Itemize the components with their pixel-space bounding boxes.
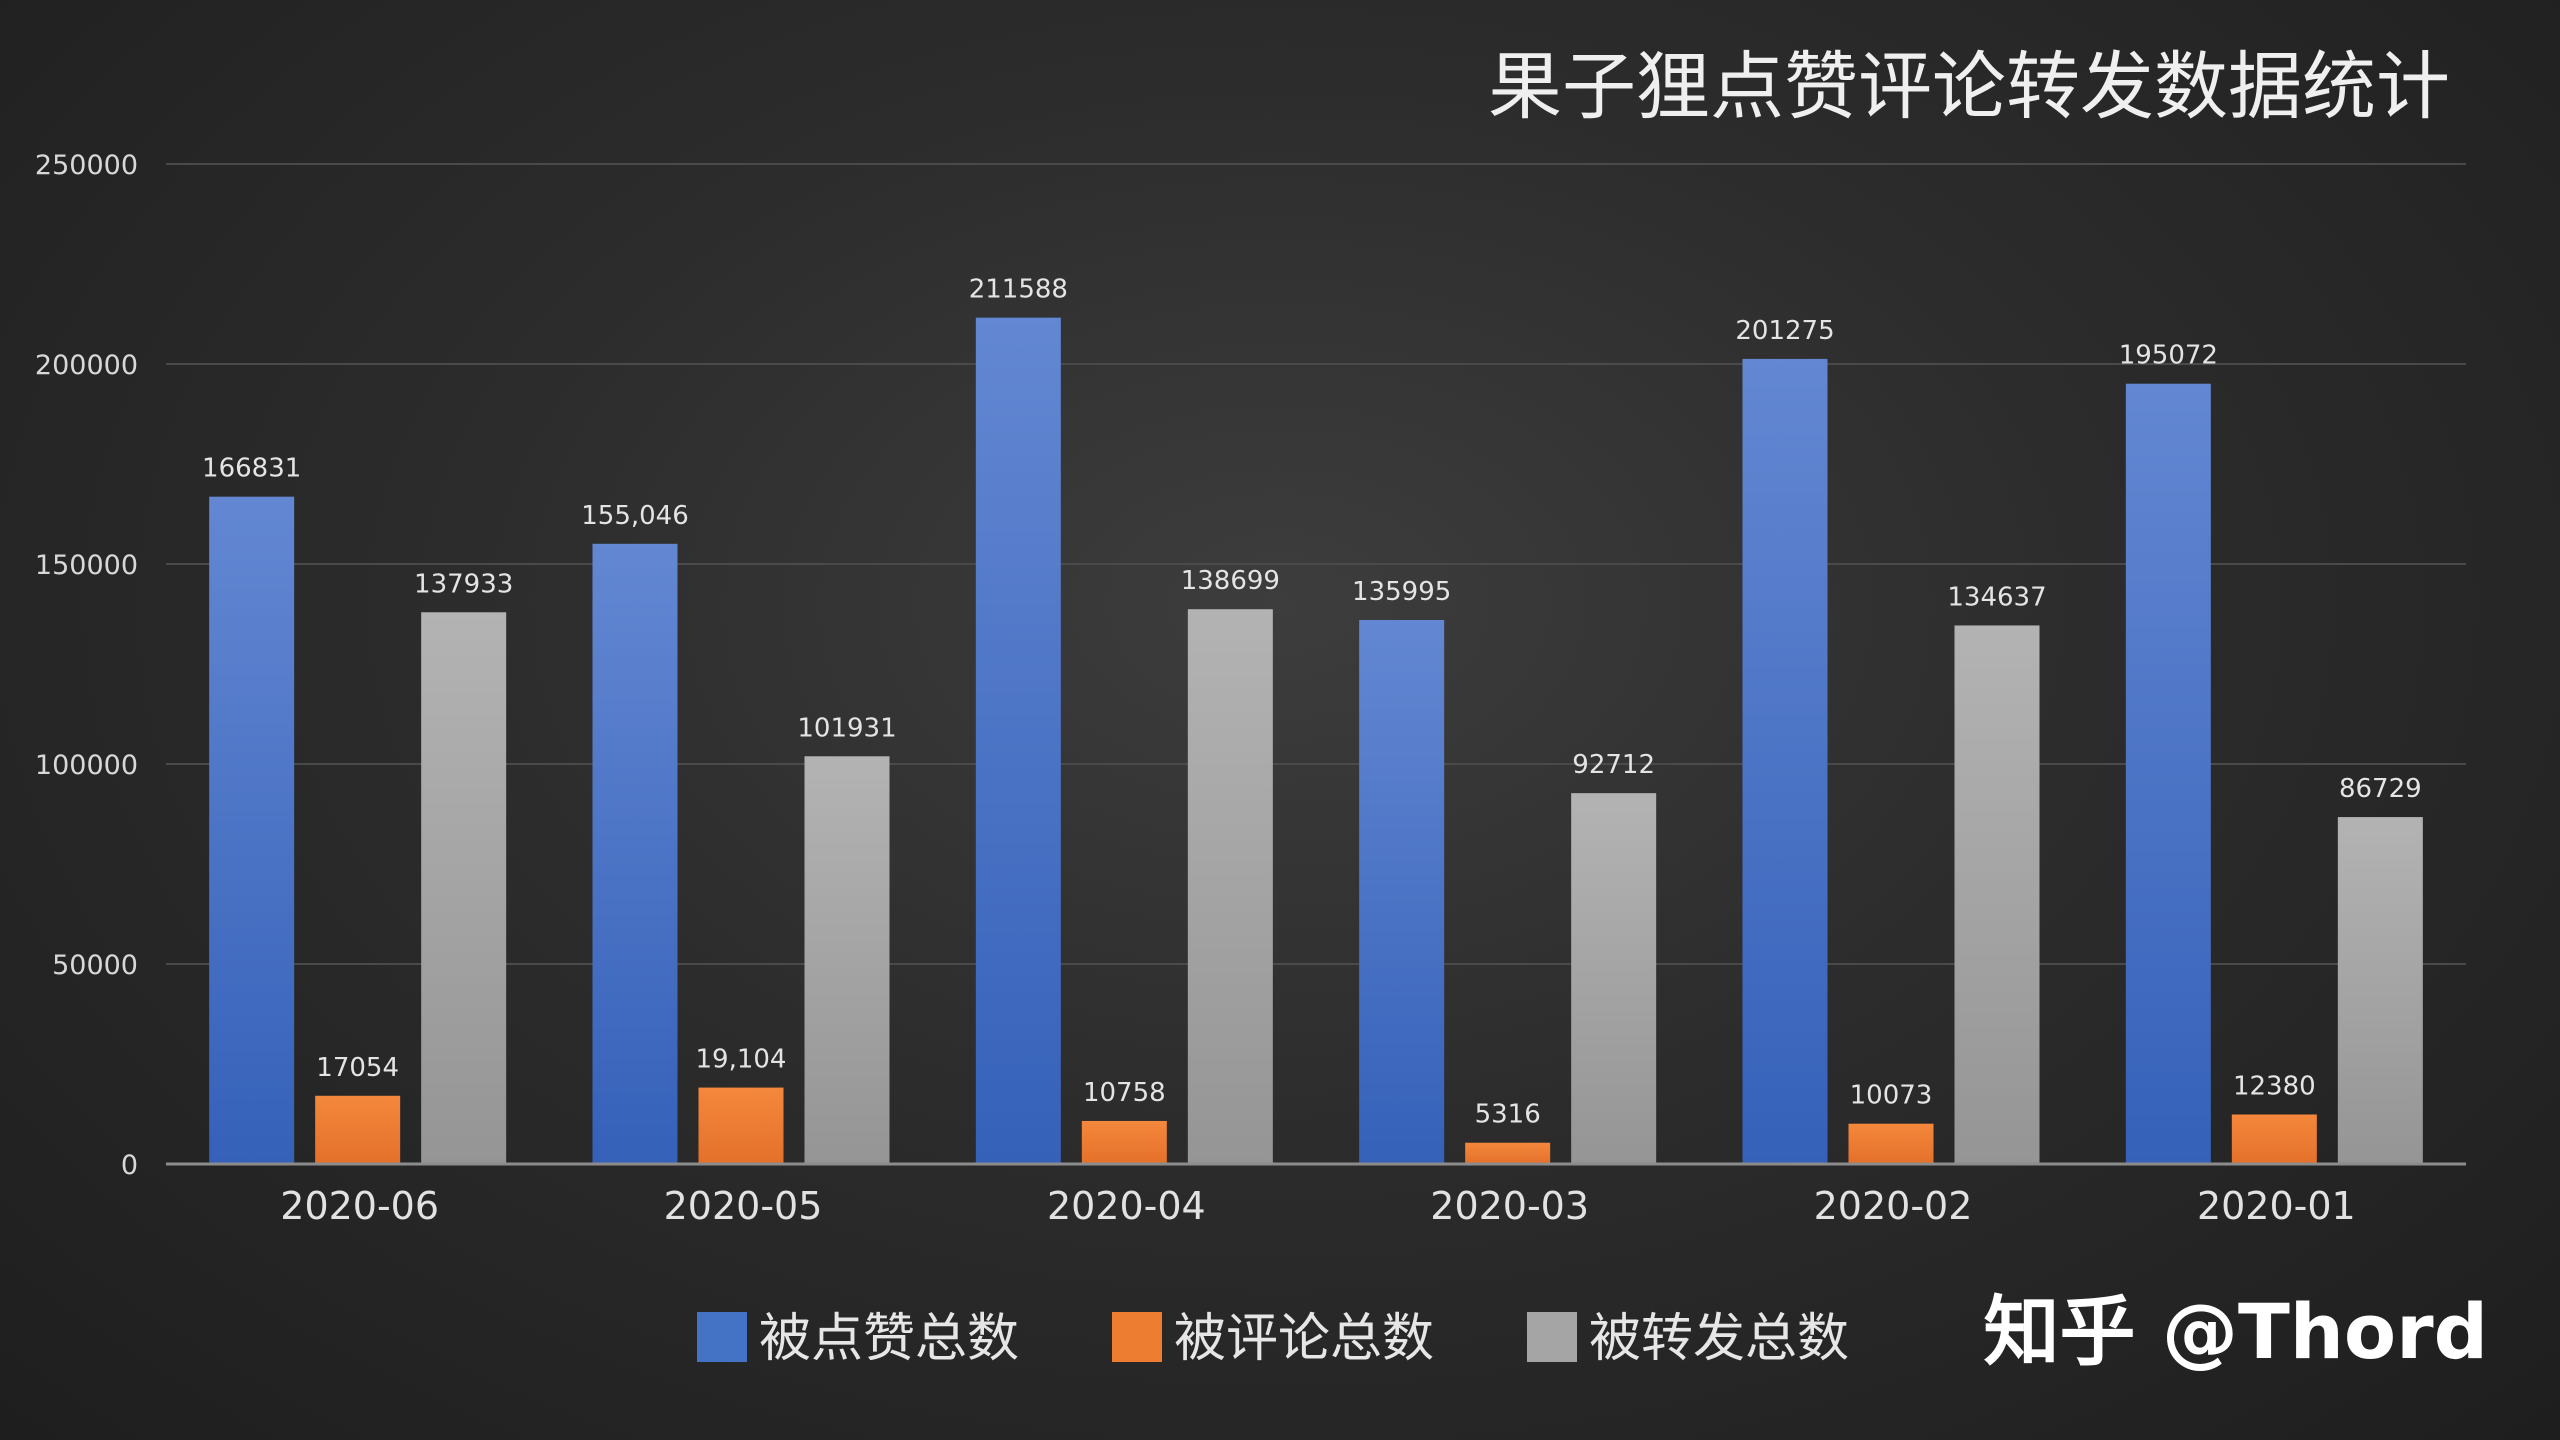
x-tick-label: 2020-03	[1430, 1184, 1589, 1228]
y-tick-label: 200000	[35, 350, 138, 381]
legend: 被点赞总数 被评论总数 被转发总数	[697, 1309, 1849, 1369]
data-label: 137933	[414, 569, 513, 599]
data-label: 19,104	[696, 1045, 787, 1075]
data-label: 101931	[797, 713, 896, 743]
legend-label: 被转发总数	[1589, 1309, 1849, 1369]
chart-title: 果子狸点赞评论转发数据统计	[1488, 44, 2450, 130]
y-tick-label: 100000	[35, 750, 138, 781]
data-label: 138699	[1181, 566, 1280, 596]
x-tick-label: 2020-04	[1047, 1184, 1206, 1228]
bar-被评论总数-2020-05	[698, 1087, 784, 1164]
data-label: 92712	[1572, 750, 1655, 780]
data-labels: 166831 17054 137933 155,046 19,104 101931 2115…	[202, 275, 2422, 1130]
data-label: 166831	[202, 454, 301, 484]
bar-被点赞总数-2020-01	[2125, 383, 2211, 1164]
legend-swatch	[697, 1312, 747, 1362]
legend-label: 被评论总数	[1174, 1309, 1434, 1369]
watermark: 知乎 @Thord	[1983, 1287, 2488, 1376]
data-label: 17054	[316, 1053, 399, 1083]
bar-被评论总数-2020-04	[1081, 1120, 1167, 1164]
y-axis: 0 50000 100000 150000 200000 250000	[35, 150, 138, 1181]
bars	[209, 317, 2423, 1164]
bar-被点赞总数-2020-05	[592, 543, 678, 1164]
bar-被点赞总数-2020-02	[1742, 358, 1828, 1164]
legend-label: 被点赞总数	[759, 1309, 1019, 1369]
bar-被评论总数-2020-02	[1848, 1123, 1934, 1164]
bar-被转发总数-2020-02	[1954, 625, 2040, 1164]
data-label: 201275	[1735, 316, 1834, 346]
data-label: 135995	[1352, 577, 1451, 607]
bar-被点赞总数-2020-03	[1359, 620, 1445, 1164]
data-label: 5316	[1475, 1100, 1541, 1130]
legend-item-被点赞总数: 被点赞总数	[697, 1309, 1019, 1369]
data-label: 10073	[1850, 1081, 1933, 1111]
data-label: 12380	[2233, 1071, 2316, 1101]
y-tick-label: 50000	[52, 950, 138, 981]
bar-被点赞总数-2020-04	[975, 317, 1061, 1164]
x-axis: 2020-06 2020-05 2020-04 2020-03 2020-02 2020-…	[280, 1184, 2355, 1228]
y-tick-label: 0	[121, 1150, 138, 1181]
data-label: 155,046	[581, 501, 689, 531]
x-tick-label: 2020-01	[2197, 1184, 2356, 1228]
bar-被转发总数-2020-04	[1187, 609, 1273, 1164]
bar-被转发总数-2020-03	[1571, 793, 1657, 1164]
bar-被转发总数-2020-06	[421, 612, 507, 1164]
x-tick-label: 2020-06	[280, 1184, 439, 1228]
data-label: 86729	[2339, 774, 2422, 804]
bar-被评论总数-2020-03	[1465, 1142, 1551, 1164]
bar-被评论总数-2020-06	[315, 1095, 401, 1164]
gridlines	[166, 163, 2466, 965]
legend-swatch	[1527, 1312, 1577, 1362]
bar-被转发总数-2020-05	[804, 756, 890, 1164]
bar-被评论总数-2020-01	[2231, 1114, 2317, 1164]
x-tick-label: 2020-05	[664, 1184, 823, 1228]
x-tick-label: 2020-02	[1814, 1184, 1973, 1228]
data-label: 10758	[1083, 1078, 1166, 1108]
y-tick-label: 150000	[35, 550, 138, 581]
data-label: 134637	[1947, 582, 2046, 612]
data-label: 195072	[2119, 341, 2218, 371]
data-label: 211588	[969, 275, 1068, 305]
y-tick-label: 250000	[35, 150, 138, 181]
legend-swatch	[1112, 1312, 1162, 1362]
legend-item-被评论总数: 被评论总数	[1112, 1309, 1434, 1369]
bar-被转发总数-2020-01	[2337, 817, 2423, 1164]
legend-item-被转发总数: 被转发总数	[1527, 1309, 1849, 1369]
bar-被点赞总数-2020-06	[209, 496, 295, 1164]
